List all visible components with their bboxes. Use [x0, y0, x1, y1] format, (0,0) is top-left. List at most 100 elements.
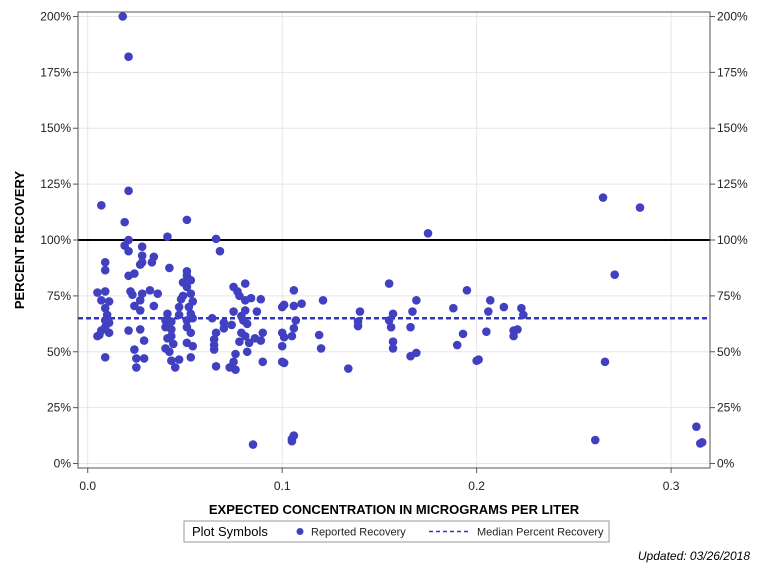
data-point [509, 331, 518, 341]
data-point [137, 242, 147, 252]
data-point [130, 345, 139, 354]
data-point [297, 299, 306, 309]
data-point [229, 282, 238, 292]
data-point [95, 330, 104, 340]
data-point [118, 12, 128, 21]
data-point [186, 275, 196, 285]
data-point [100, 303, 110, 313]
data-point [211, 234, 221, 244]
x-tick-label: 0.2 [468, 479, 485, 493]
data-point [231, 365, 240, 374]
data-point [388, 309, 398, 319]
data-point [135, 260, 145, 269]
data-point [163, 232, 172, 241]
y-tick-label-left: 200% [40, 9, 71, 23]
data-point [135, 325, 145, 334]
data-point [104, 328, 114, 338]
data-point [120, 217, 129, 227]
data-point [100, 265, 110, 275]
data-point [697, 437, 707, 447]
data-point [186, 328, 196, 338]
data-point [277, 341, 287, 351]
data-point [167, 356, 176, 366]
data-point [135, 296, 145, 305]
y-axis-title: PERCENT RECOVERY [12, 171, 27, 310]
data-point [692, 422, 701, 431]
legend-label-reported-recovery: Reported Recovery [311, 527, 406, 539]
data-point [145, 285, 155, 295]
data-point [124, 271, 133, 281]
data-point [344, 364, 353, 373]
data-point [408, 307, 417, 316]
data-point [139, 336, 149, 345]
data-point [229, 307, 238, 316]
data-point [610, 270, 620, 279]
data-point [635, 203, 645, 212]
data-point [139, 354, 149, 363]
data-point [93, 288, 102, 297]
data-point [170, 363, 180, 372]
data-point [289, 301, 299, 311]
data-point [124, 52, 133, 62]
data-point [256, 336, 266, 345]
data-point [124, 186, 133, 196]
data-point [482, 327, 491, 336]
data-point [132, 363, 141, 372]
data-point [355, 307, 365, 316]
data-point [97, 296, 106, 305]
data-point [153, 289, 163, 298]
y-tick-label-right: 200% [717, 9, 748, 23]
data-point [244, 338, 254, 348]
x-tick-label: 0.0 [79, 479, 96, 493]
y-tick-label-right: 175% [717, 65, 748, 79]
data-point [174, 355, 184, 364]
y-tick-label-right: 50% [717, 345, 741, 359]
data-point [406, 322, 415, 332]
data-point [484, 307, 493, 316]
data-point [412, 296, 421, 305]
data-point [258, 357, 268, 367]
data-point [174, 310, 184, 320]
data-point [384, 279, 394, 288]
data-point [174, 302, 184, 312]
legend-label-median: Median Percent Recovery [477, 527, 604, 539]
data-point [128, 290, 137, 300]
data-point [246, 293, 256, 303]
data-point [165, 263, 174, 273]
data-point [186, 289, 196, 298]
data-point [386, 322, 396, 332]
data-point [291, 316, 301, 325]
data-point [182, 215, 192, 225]
y-tick-label-left: 75% [47, 289, 71, 303]
data-point [289, 323, 299, 333]
legend: Plot Symbols Reported Recovery Median Pe… [183, 520, 610, 543]
data-point [458, 329, 468, 339]
data-point [279, 332, 289, 342]
data-point [289, 431, 299, 440]
data-points [93, 12, 707, 449]
data-point [353, 321, 363, 331]
data-point [163, 309, 172, 319]
data-point [163, 334, 172, 343]
data-point [231, 349, 240, 359]
data-point [314, 330, 324, 340]
data-point [474, 355, 483, 364]
data-point [256, 294, 266, 304]
data-point [318, 296, 328, 305]
data-point [100, 353, 110, 362]
data-point [219, 323, 229, 333]
data-point [147, 258, 157, 267]
data-point [600, 357, 610, 367]
data-point [100, 258, 110, 267]
data-point [412, 348, 421, 358]
data-point [167, 325, 176, 334]
data-point [499, 302, 509, 312]
data-point [235, 291, 244, 301]
data-point [277, 302, 287, 312]
y-tick-label-right: 100% [717, 233, 748, 247]
data-point [316, 344, 326, 353]
y-tick-label-left: 125% [40, 177, 71, 191]
data-point [211, 328, 221, 338]
